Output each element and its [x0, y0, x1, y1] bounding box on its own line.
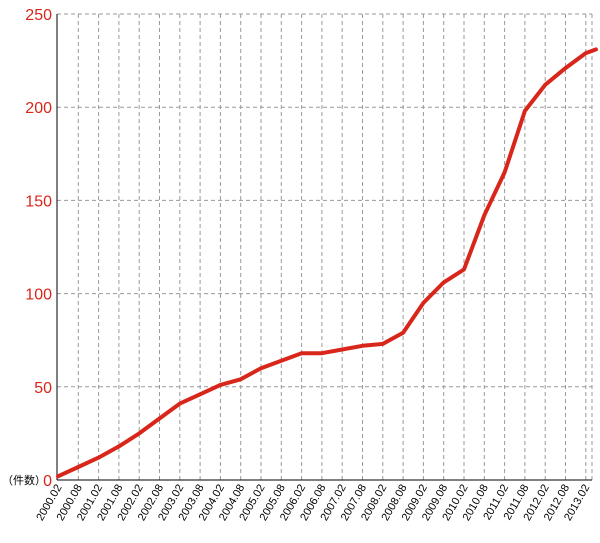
series	[56, 47, 598, 479]
y-tick-label: 250	[25, 7, 52, 24]
grid	[57, 13, 593, 480]
y-tick-labels: 0 50 100 150 200 250	[25, 7, 52, 490]
y-tick-label: 150	[25, 193, 52, 210]
y-tick-label: 200	[25, 100, 52, 117]
series-line	[56, 47, 598, 479]
y-unit-label: （件数）	[2, 474, 46, 487]
y-tick-label: 100	[25, 287, 52, 304]
y-tick-label: 0	[43, 473, 52, 490]
y-tick-label: 50	[34, 380, 52, 397]
x-tick-labels: 2000.022000.082001.022001.082002.022002.…	[34, 482, 592, 522]
axes	[56, 14, 592, 481]
